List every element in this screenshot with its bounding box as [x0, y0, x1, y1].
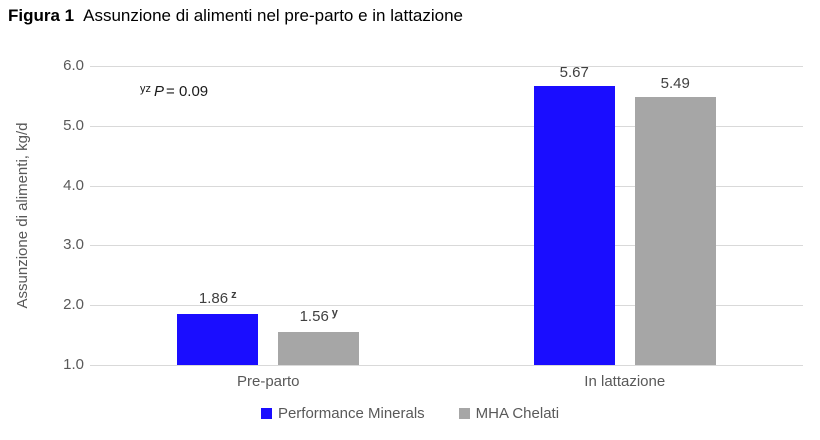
- gridline-1.0: [90, 365, 803, 366]
- plot-area: yz P = 0.09 1.86 z 1.56 y 5.67 5.49: [90, 63, 803, 366]
- gridline-6.0: [90, 66, 803, 67]
- gridline-3.0: [90, 245, 803, 247]
- bar-value-label-mha-chelati-in-lattazione: 5.49: [660, 74, 690, 92]
- y-tick-label-5.0: 5.0: [63, 116, 84, 134]
- annotation-superscript: yz: [140, 83, 151, 95]
- y-tick-label-6.0: 6.0: [63, 57, 84, 74]
- x-axis-label-in-lattazione: In lattazione: [584, 373, 666, 390]
- gridline-5.0: [90, 125, 803, 127]
- bar-value-label-mha-chelati-pre-parto: 1.56 y: [299, 306, 338, 325]
- bar-performance-minerals-pre-parto: [177, 313, 259, 365]
- bar-value-label-performance-minerals-in-lattazione: 5.67: [559, 63, 589, 81]
- x-axis-label-pre-parto: Pre-parto: [236, 373, 300, 390]
- bar-mha-chelati-in-lattazione: [634, 96, 716, 365]
- figure-number: Figura 1: [8, 6, 75, 25]
- figure-title: Figura 1 Assunzione di alimenti nel pre-p…: [8, 6, 463, 26]
- legend-swatch-mha-chelati: [458, 407, 470, 419]
- legend-item-mha-chelati: MHA Chelati: [458, 404, 560, 422]
- bar-performance-minerals-in-lattazione: [533, 85, 615, 365]
- bar-value-superscript: z: [231, 288, 237, 301]
- legend-swatch-performance-minerals: [260, 407, 272, 419]
- y-tick-label-2.0: 2.0: [63, 296, 84, 314]
- y-tick-label-3.0: 3.0: [63, 236, 84, 254]
- bar-value-superscript: y: [331, 306, 338, 319]
- y-tick-labels: 6.0 5.0 4.0 3.0 2.0 1.0: [0, 57, 84, 373]
- legend: Performance Minerals MHA Chelati: [0, 402, 820, 424]
- annotation-p-symbol: P: [154, 83, 165, 100]
- figure-title-text: Assunzione di alimenti nel pre-parto e i…: [83, 6, 464, 25]
- legend-label-performance-minerals: Performance Minerals: [277, 404, 425, 422]
- p-value-annotation: yz P = 0.09: [140, 83, 208, 100]
- x-axis-labels: Pre-parto In lattazione: [90, 373, 803, 393]
- y-tick-label-1.0: 1.0: [63, 356, 84, 373]
- legend-label-mha-chelati: MHA Chelati: [475, 404, 560, 422]
- legend-item-performance-minerals: Performance Minerals: [260, 404, 425, 422]
- gridline-2.0: [90, 305, 803, 307]
- gridline-4.0: [90, 185, 803, 187]
- bar-value-label-performance-minerals-pre-parto: 1.86 z: [198, 288, 237, 307]
- bar-mha-chelati-pre-parto: [278, 331, 360, 365]
- annotation-value: = 0.09: [166, 83, 209, 100]
- y-tick-label-4.0: 4.0: [63, 176, 84, 194]
